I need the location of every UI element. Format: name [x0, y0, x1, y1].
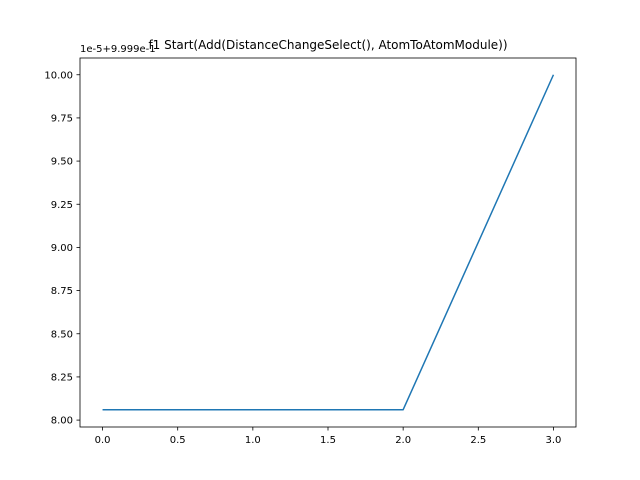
y-tick-label: 9.00 [51, 243, 73, 254]
chart-title: f1 Start(Add(DistanceChangeSelect(), Ato… [148, 38, 507, 52]
series-line-0 [102, 74, 555, 411]
y-tick-label: 9.75 [51, 114, 73, 125]
x-tick-label: 2.5 [470, 435, 486, 446]
x-tick-label: 3.0 [546, 435, 562, 446]
y-tick-label: 8.25 [51, 373, 73, 384]
x-tick-label: 1.5 [320, 435, 336, 446]
y-tick-label: 8.50 [51, 329, 73, 340]
y-tick-label: 9.50 [51, 157, 73, 168]
x-tick-label: 0.5 [170, 435, 186, 446]
plot-area: 0.0 0.5 1.0 1.5 2.0 2.5 3.0 8.00 8.25 8.50 8.75 9.0… [44, 57, 577, 446]
x-tick-label: 2.0 [395, 435, 411, 446]
y-tick-label: 8.75 [51, 286, 73, 297]
y-tick-label: 9.25 [51, 200, 73, 211]
x-tick-label: 0.0 [95, 435, 111, 446]
y-axis-offset-label: 1e-5+9.999e-1 [80, 44, 156, 55]
x-tick-label: 1.0 [245, 435, 261, 446]
y-tick-label: 10.00 [44, 70, 73, 81]
y-tick-label: 8.00 [51, 416, 73, 427]
